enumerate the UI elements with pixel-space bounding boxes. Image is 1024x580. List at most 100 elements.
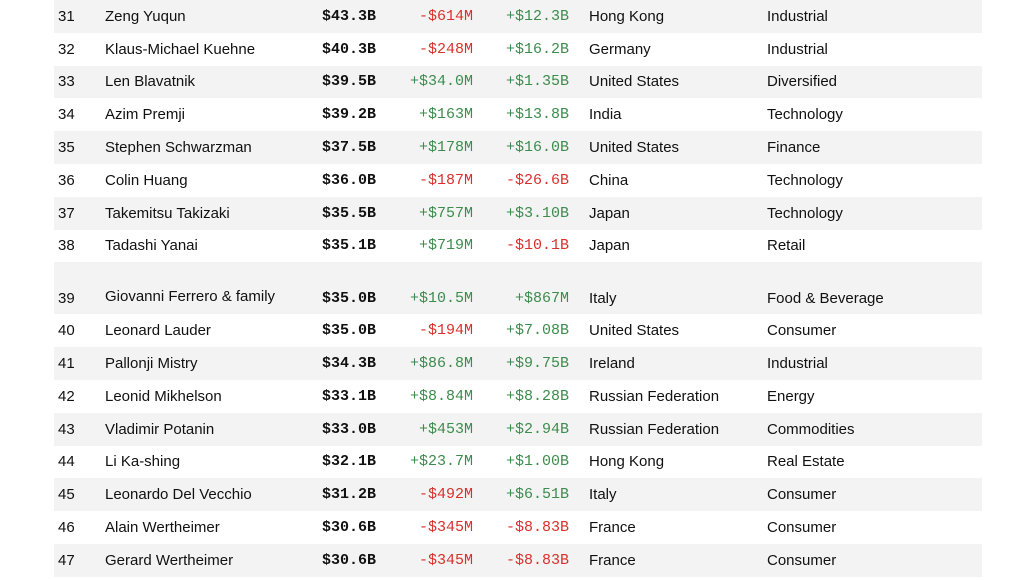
last-change-cell: -$345M (418, 519, 473, 537)
rank-cell: 41 (58, 355, 75, 373)
country-cell: Russian Federation (589, 420, 720, 438)
name-cell[interactable]: Leonid Mikhelson (105, 387, 222, 405)
country-cell: Italy (589, 486, 617, 504)
industry-cell: Technology (767, 171, 843, 189)
rank-cell: 46 (58, 519, 75, 537)
table-row[interactable]: 34 Azim Premji $39.2B +$163M +$13.8B India Tec… (54, 98, 982, 132)
name-cell[interactable]: Colin Huang (105, 171, 188, 189)
table-row[interactable]: 43 Vladimir Potanin $33.0B +$453M +$2.94B Rus… (54, 412, 982, 446)
rank-cell: 36 (58, 171, 75, 189)
table-row[interactable]: 44 Li Ka-shing $32.1B +$23.7M +$1.00B Hong Ko… (54, 445, 982, 479)
name-cell[interactable]: Azim Premji (105, 106, 186, 124)
industry-cell: Industrial (767, 355, 828, 373)
table-row[interactable]: 36 Colin Huang $36.0B -$187M -$26.6B China Tec… (54, 163, 982, 197)
net-worth-cell: $40.3B (321, 40, 376, 58)
ytd-change-cell: +$2.94B (505, 420, 569, 438)
name-cell[interactable]: Gerard Wertheimer (105, 551, 234, 569)
table-row[interactable]: 38 Tadashi Yanai $35.1B +$719M -$10.1B Japan R… (54, 229, 982, 263)
last-change-cell: +$163M (418, 106, 473, 124)
last-change-cell: -$194M (418, 322, 473, 340)
industry-cell: Energy (767, 387, 815, 405)
net-worth-cell: $34.3B (321, 355, 376, 373)
net-worth-cell: $31.2B (321, 486, 376, 504)
name-cell[interactable]: Leonardo Del Vecchio (105, 486, 252, 504)
rank-cell: 32 (58, 40, 75, 58)
last-change-cell: +$23.7M (409, 453, 473, 471)
country-cell: Japan (589, 237, 630, 255)
net-worth-cell: $32.1B (321, 453, 376, 471)
table-row[interactable]: 47 Gerard Wertheimer $30.6B -$345M -$8.83B Fr… (54, 543, 982, 577)
table-row[interactable]: 41 Pallonji Mistry $34.3B +$86.8M +$9.75B Ire… (54, 347, 982, 380)
net-worth-cell: $39.5B (321, 73, 376, 91)
name-cell[interactable]: Len Blavatnik (105, 73, 196, 91)
name-cell[interactable]: Zeng Yuqun (105, 7, 186, 25)
table-row[interactable]: 37 Takemitsu Takizaki $35.5B +$757M +$3.10B J… (54, 196, 982, 230)
last-change-cell: -$187M (418, 171, 473, 189)
name-cell[interactable]: Pallonji Mistry (105, 355, 198, 373)
country-cell: United States (589, 139, 680, 157)
country-cell: Russian Federation (589, 387, 720, 405)
last-change-cell: +$8.84M (409, 387, 473, 405)
country-cell: France (589, 519, 636, 537)
industry-cell: Diversified (767, 73, 838, 91)
ytd-change-cell: +$16.0B (505, 139, 569, 157)
table-row[interactable]: 45 Leonardo Del Vecchio $31.2B -$492M +$6.51… (54, 478, 982, 512)
table-row[interactable]: 35 Stephen Schwarzman $37.5B +$178M +$16.0B U… (54, 131, 982, 164)
ytd-change-cell: +$8.28B (505, 387, 569, 405)
net-worth-cell: $36.0B (321, 171, 376, 189)
industry-cell: Real Estate (767, 453, 845, 471)
industry-cell: Consumer (767, 519, 837, 537)
country-cell: India (589, 106, 622, 124)
name-cell[interactable]: Stephen Schwarzman (105, 139, 252, 157)
industry-cell: Consumer (767, 551, 837, 569)
name-cell[interactable]: Alain Wertheimer (105, 519, 220, 537)
table-row[interactable]: 40 Leonard Lauder $35.0B -$194M +$7.08B Unite… (54, 314, 982, 348)
billionaires-table: 31 Zeng Yuqun $43.3B -$614M +$12.3B Hong Kong… (54, 0, 982, 577)
name-cell[interactable]: Tadashi Yanai (105, 237, 198, 255)
industry-cell: Technology (767, 204, 843, 222)
rank-cell: 42 (58, 387, 75, 405)
industry-cell: Retail (767, 237, 806, 255)
last-change-cell: +$10.5M (409, 290, 473, 308)
name-cell[interactable]: Li Ka-shing (105, 453, 181, 471)
ytd-change-cell: +$3.10B (505, 204, 569, 222)
country-cell: United States (589, 322, 680, 340)
rank-cell: 31 (58, 7, 75, 25)
rank-cell: 47 (58, 551, 75, 569)
industry-cell: Food & Beverage (767, 290, 884, 308)
rank-cell: 44 (58, 453, 75, 471)
rank-cell: 34 (58, 106, 75, 124)
last-change-cell: -$248M (418, 40, 473, 58)
ytd-change-cell: -$8.83B (505, 519, 569, 537)
name-cell[interactable]: Leonard Lauder (105, 322, 211, 340)
table-row[interactable]: 42 Leonid Mikhelson $33.1B +$8.84M +$8.28B Ru… (54, 379, 982, 413)
name-cell[interactable]: Takemitsu Takizaki (105, 204, 230, 222)
rank-cell: 35 (58, 139, 75, 157)
industry-cell: Industrial (767, 40, 828, 58)
net-worth-cell: $30.6B (321, 519, 376, 537)
last-change-cell: -$492M (418, 486, 473, 504)
net-worth-cell: $35.1B (321, 237, 376, 255)
table-body: 31 Zeng Yuqun $43.3B -$614M +$12.3B Hong Kong… (54, 0, 982, 577)
net-worth-cell: $35.5B (321, 204, 376, 222)
ytd-change-cell: -$26.6B (505, 171, 569, 189)
rank-cell: 38 (58, 237, 75, 255)
table-row[interactable]: 33 Len Blavatnik $39.5B +$34.0M +$1.35B Unite… (54, 65, 982, 99)
country-cell: France (589, 551, 636, 569)
ytd-change-cell: -$10.1B (505, 237, 569, 255)
table-row[interactable]: 32 Klaus-Michael Kuehne $40.3B -$248M +$16.2… (54, 32, 982, 66)
net-worth-cell: $33.1B (321, 387, 376, 405)
rank-cell: 45 (58, 486, 75, 504)
rank-cell: 39 (58, 290, 75, 308)
table-row[interactable]: 31 Zeng Yuqun $43.3B -$614M +$12.3B Hong Kong… (54, 0, 982, 33)
net-worth-cell: $33.0B (321, 420, 376, 438)
name-cell[interactable]: Giovanni Ferrero & family (105, 288, 276, 306)
name-cell[interactable]: Vladimir Potanin (105, 420, 215, 438)
name-cell[interactable]: Klaus-Michael Kuehne (105, 40, 256, 58)
ytd-change-cell: -$8.83B (505, 551, 569, 569)
table-row[interactable]: 39 Giovanni Ferrero & family $35.0B +$10.5M… (54, 262, 982, 315)
ytd-change-cell: +$6.51B (505, 486, 569, 504)
last-change-cell: +$719M (418, 237, 473, 255)
table-row[interactable]: 46 Alain Wertheimer $30.6B -$345M -$8.83B Fra… (54, 511, 982, 544)
industry-cell: Industrial (767, 7, 828, 25)
